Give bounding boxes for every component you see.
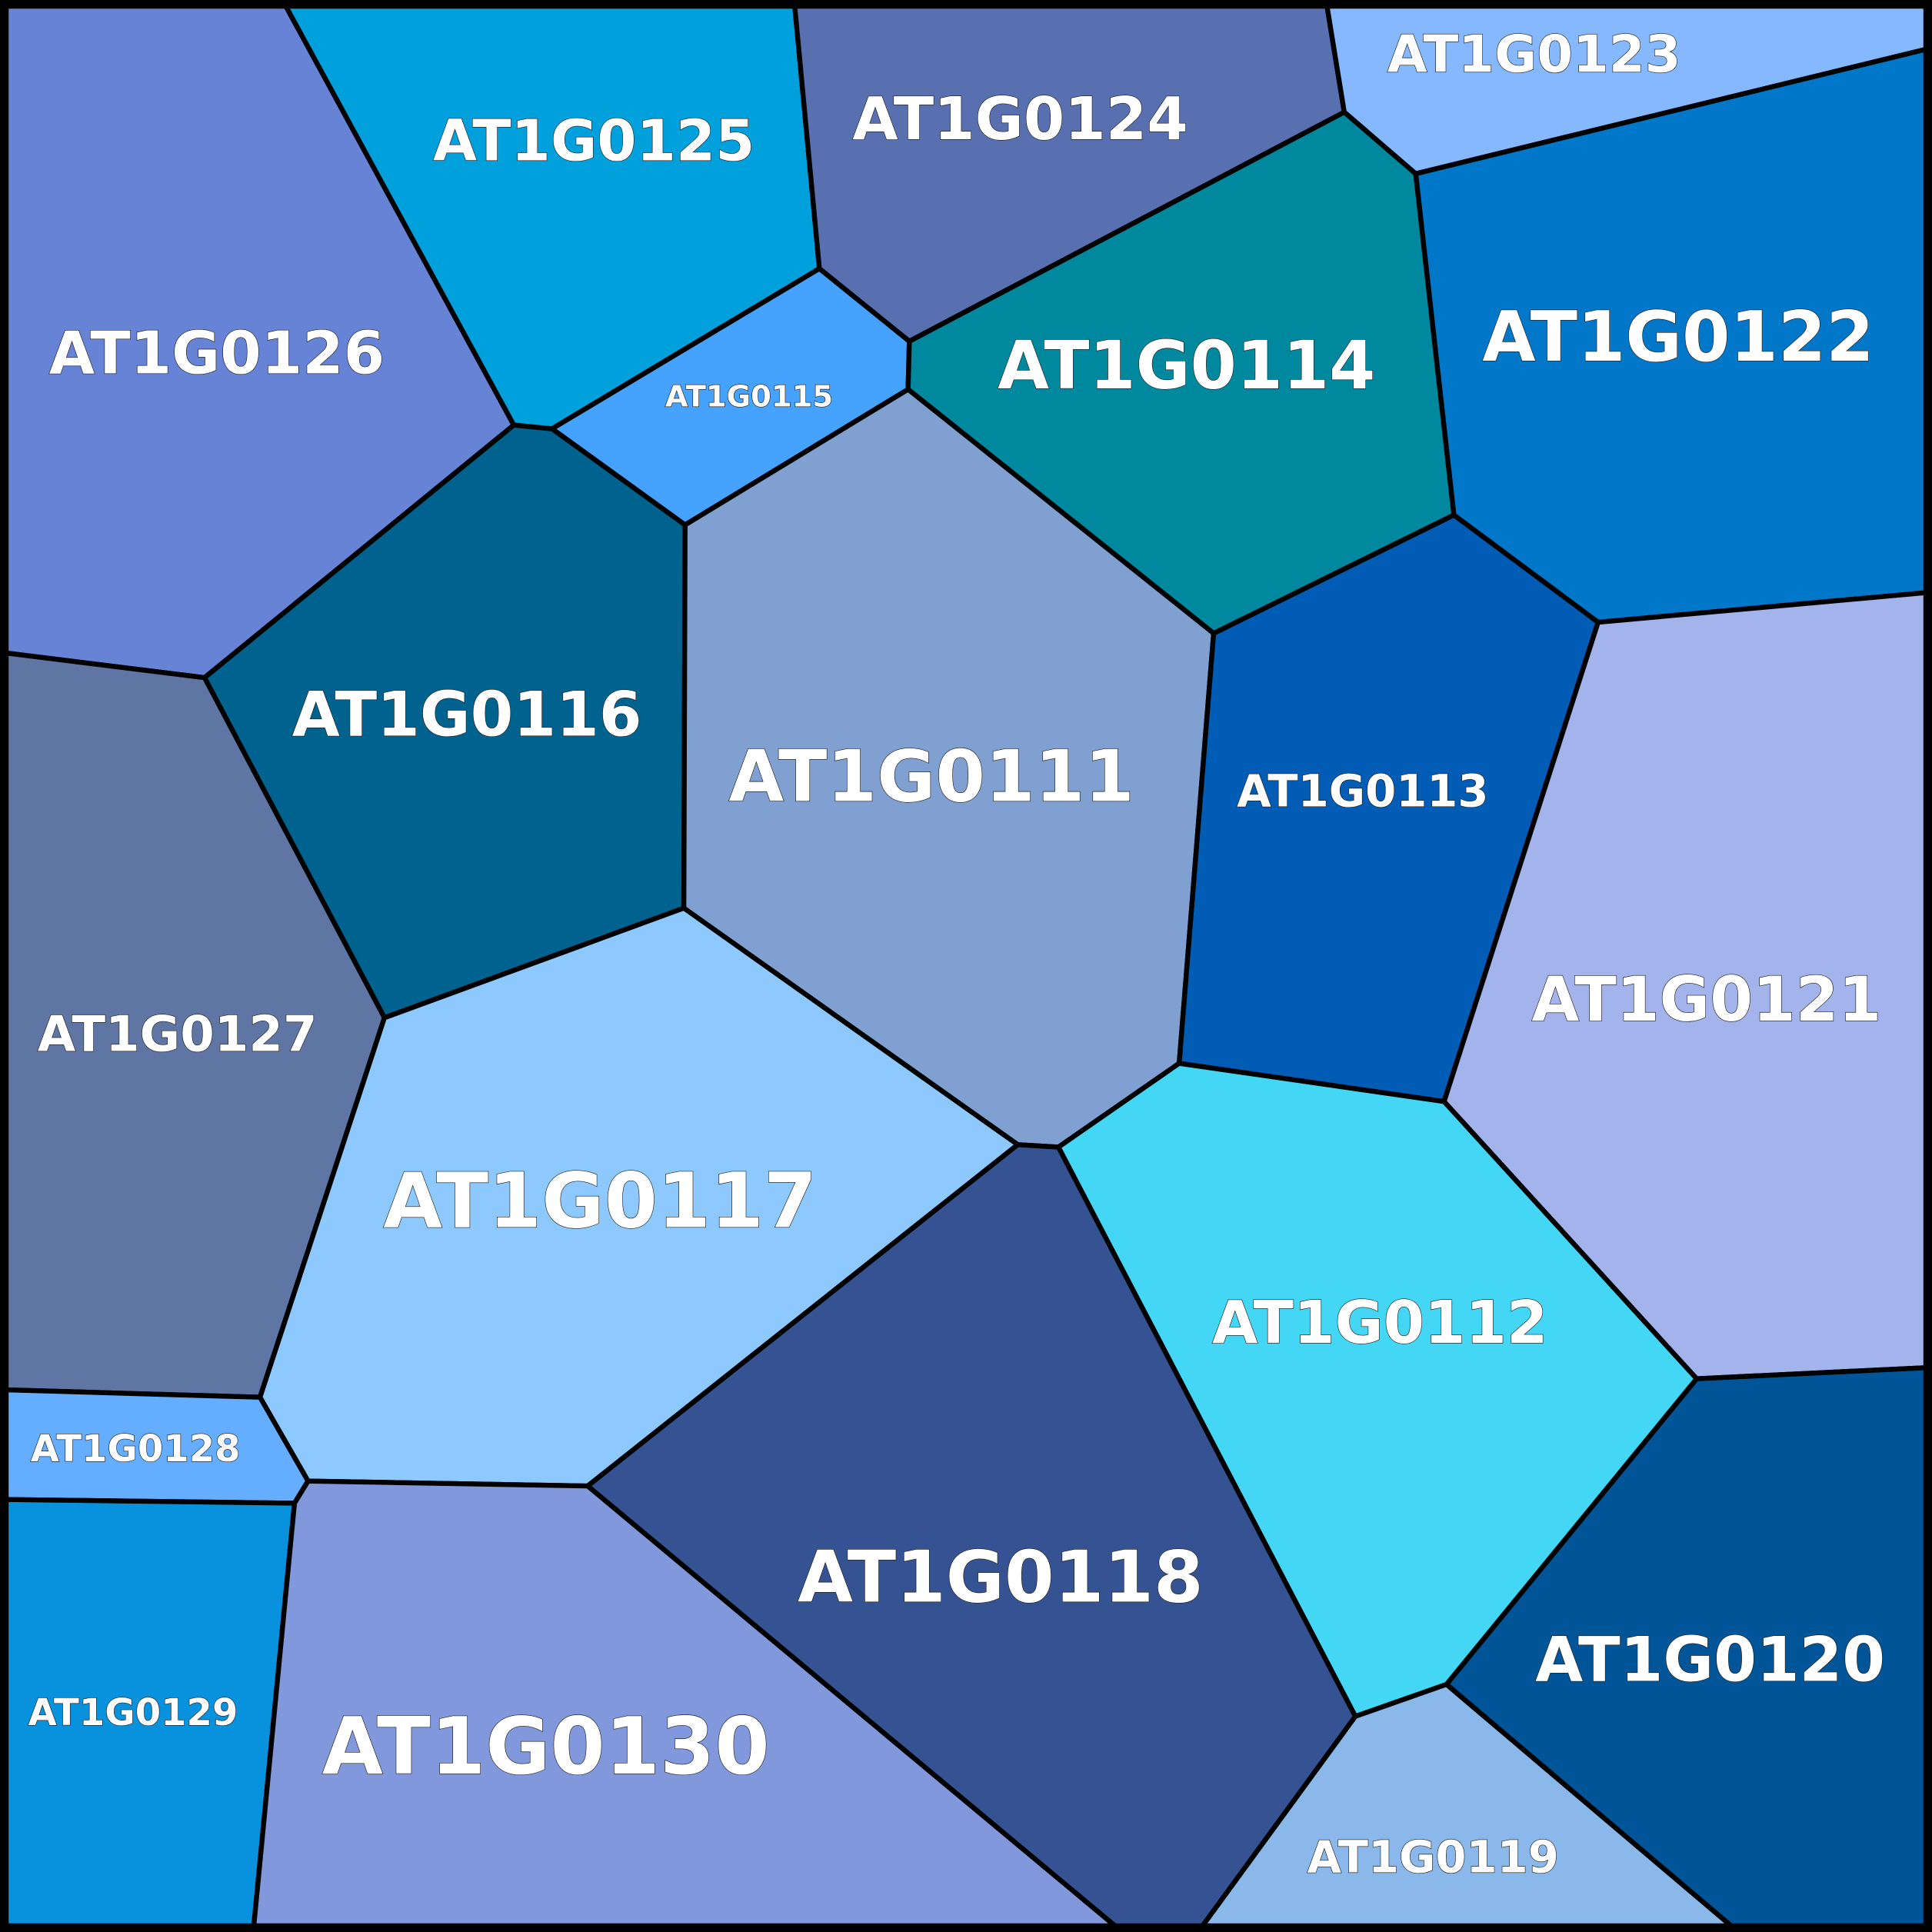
label-at1g0115: AT1G0115 xyxy=(665,379,833,414)
label-at1g0126: AT1G0126 xyxy=(49,319,385,388)
label-at1g0119: AT1G0119 xyxy=(1307,1830,1558,1883)
label-at1g0118: AT1G0118 xyxy=(798,1536,1204,1619)
label-at1g0113: AT1G0113 xyxy=(1237,765,1488,818)
label-at1g0127: AT1G0127 xyxy=(38,1007,318,1064)
label-at1g0128: AT1G0128 xyxy=(31,1427,241,1471)
label-at1g0120: AT1G0120 xyxy=(1535,1624,1885,1695)
label-at1g0122: AT1G0122 xyxy=(1482,298,1874,378)
label-at1g0116: AT1G0116 xyxy=(292,679,642,751)
label-at1g0111: AT1G0111 xyxy=(728,734,1134,818)
label-at1g0117: AT1G0117 xyxy=(383,1157,817,1245)
label-at1g0114: AT1G0114 xyxy=(998,328,1375,405)
label-at1g0123: AT1G0123 xyxy=(1387,24,1681,84)
label-at1g0124: AT1G0124 xyxy=(852,85,1188,154)
label-at1g0112: AT1G0112 xyxy=(1212,1289,1548,1357)
label-at1g0130: AT1G0130 xyxy=(322,1701,770,1793)
label-at1g0121: AT1G0121 xyxy=(1531,964,1881,1035)
label-at1g0129: AT1G0129 xyxy=(28,1691,238,1734)
label-at1g0125: AT1G0125 xyxy=(433,109,754,175)
